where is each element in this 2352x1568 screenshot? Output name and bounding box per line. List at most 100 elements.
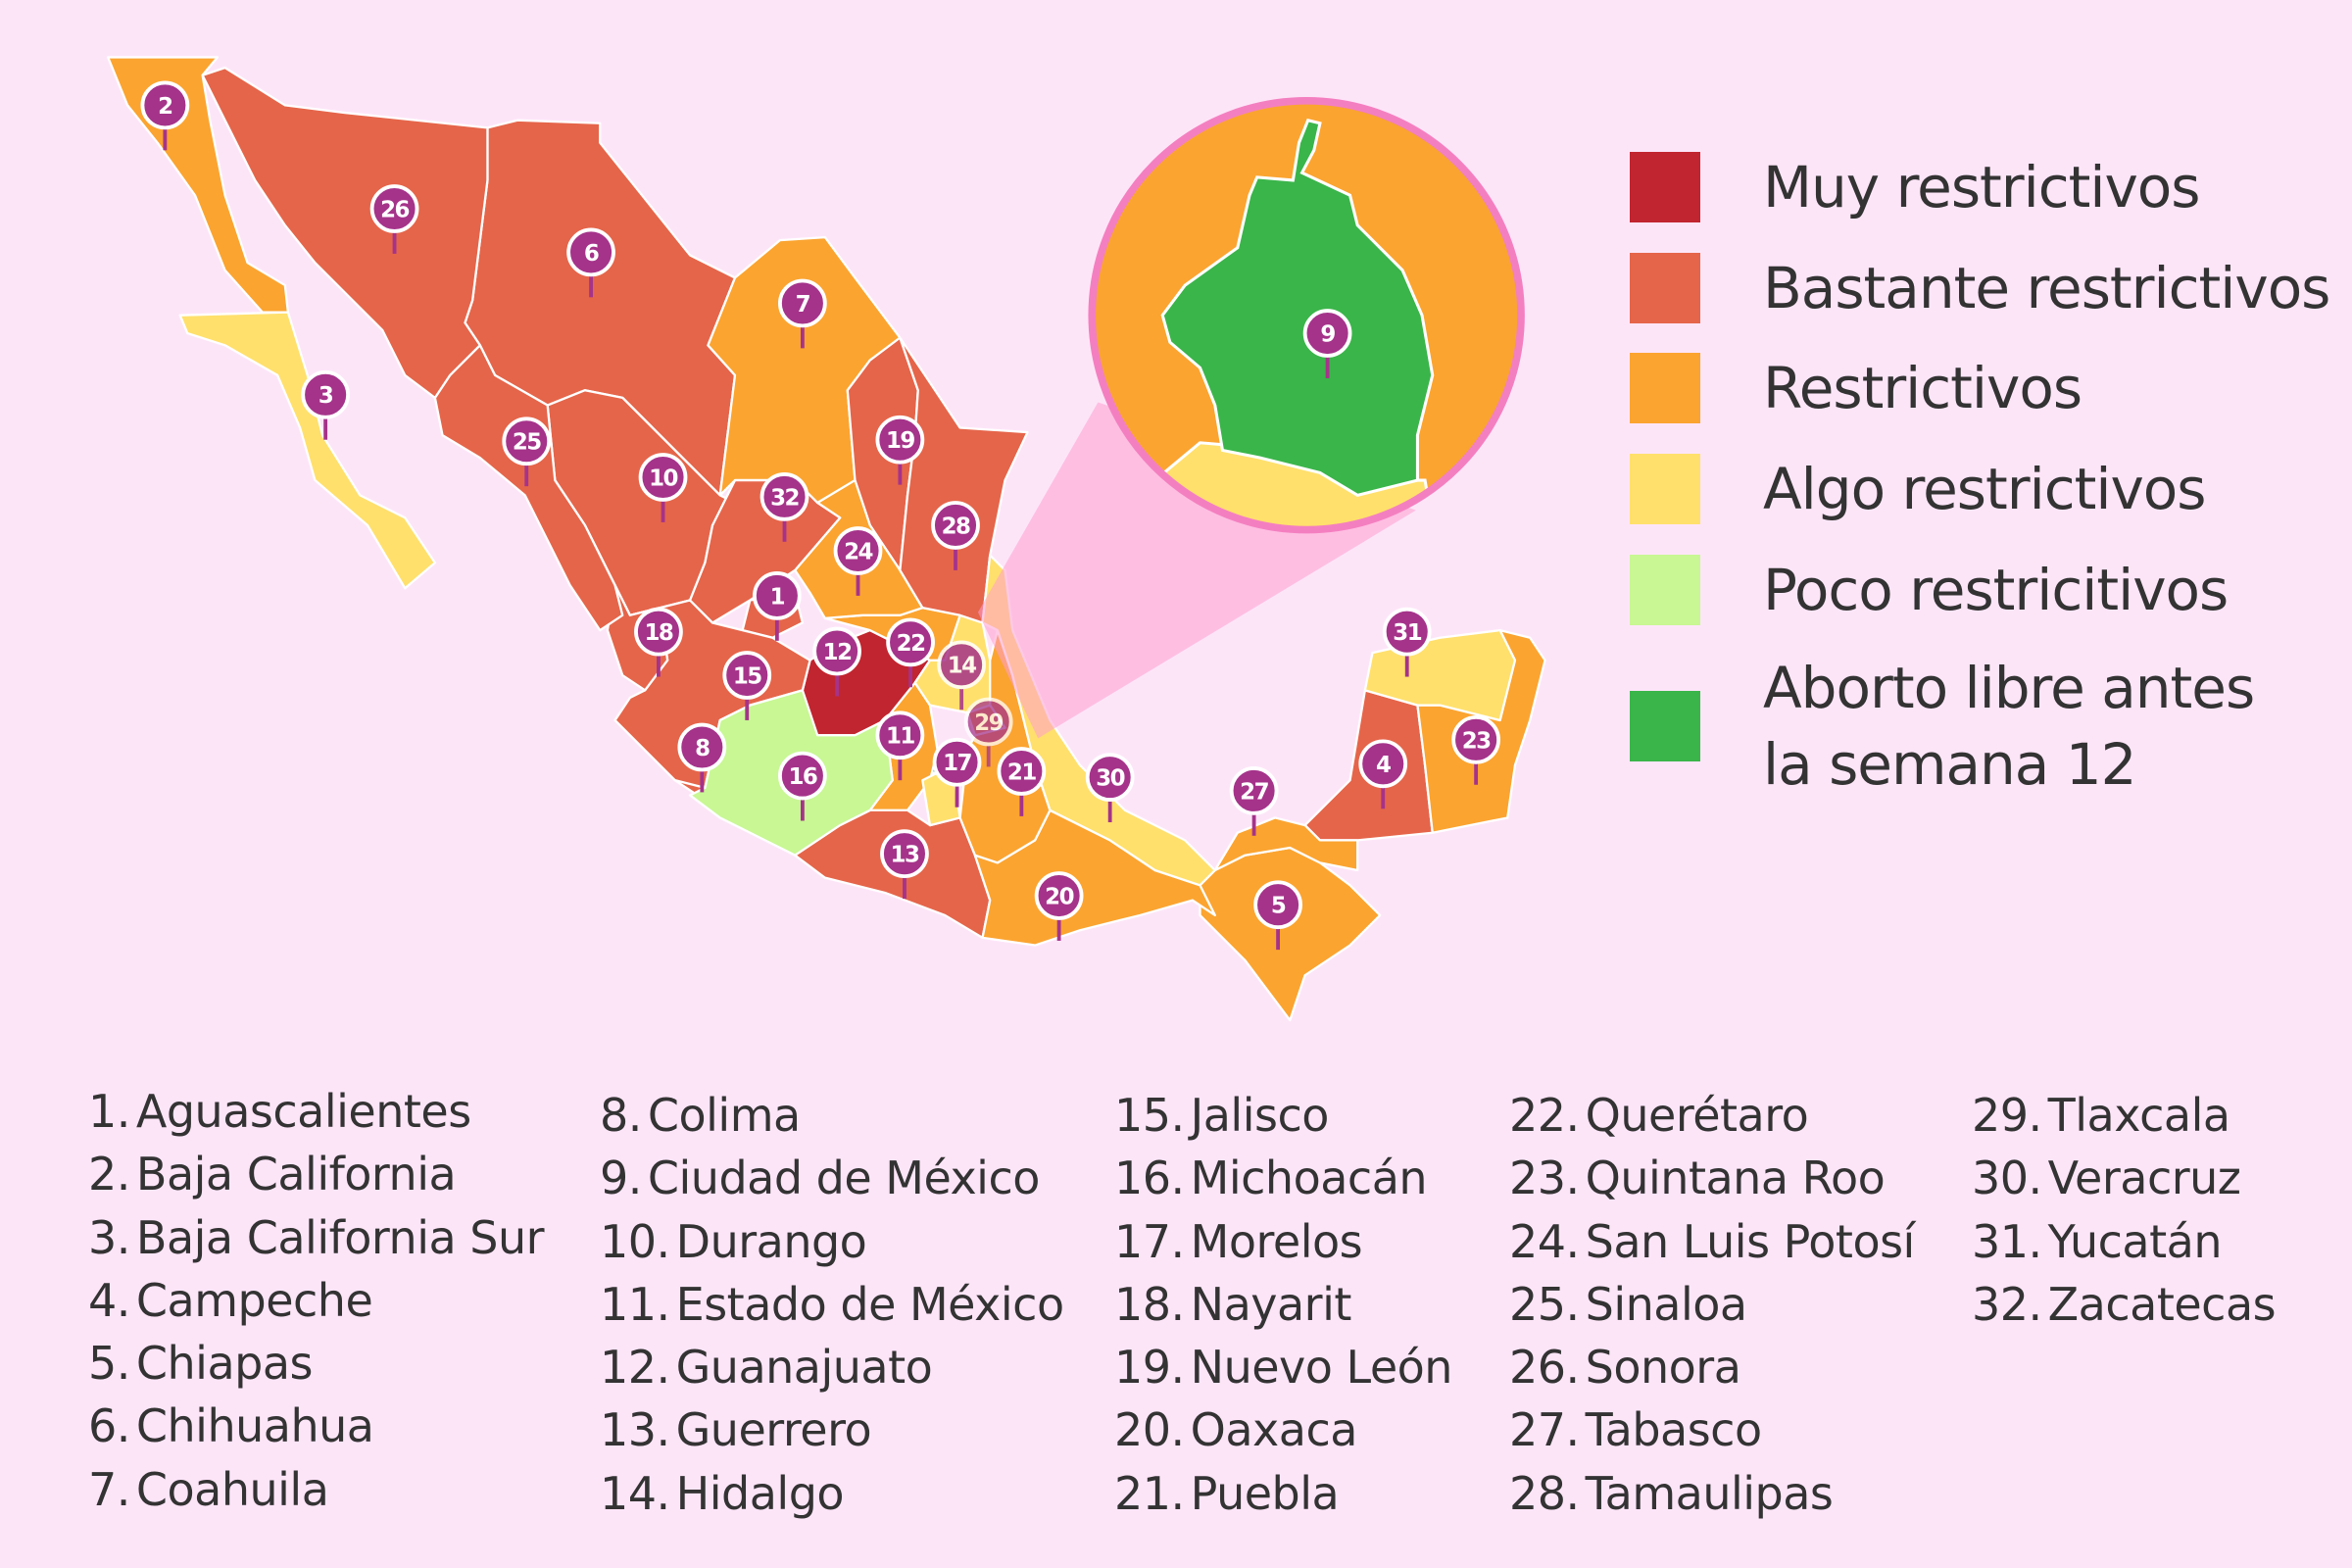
pin-label: 23 <box>1462 728 1491 754</box>
state-name: Guanajuato <box>675 1341 933 1395</box>
pin-circle <box>937 640 986 690</box>
pin-label: 26 <box>380 197 409 222</box>
pin-circle <box>963 697 1013 747</box>
pin-label: 24 <box>844 539 872 564</box>
state-number: 8. <box>600 1089 642 1142</box>
state-name: Sinaloa <box>1585 1277 1747 1331</box>
state-list-item: 29. Tlaxcala <box>1972 1084 2276 1147</box>
state-name: Tamaulipas <box>1585 1466 1834 1520</box>
pin-20: 20 <box>1034 871 1084 941</box>
state-list-item: 9. Ciudad de México <box>600 1147 1064 1209</box>
pin-label: 5 <box>1271 894 1286 919</box>
state-number: 5. <box>88 1337 130 1391</box>
pin-circle <box>875 415 925 465</box>
state-number: 14. <box>600 1466 670 1520</box>
state-name: Veracruz <box>2047 1152 2241 1205</box>
state-list-item: 5. Chiapas <box>88 1332 544 1395</box>
state-zacatecas <box>688 478 842 624</box>
state-number: 3. <box>88 1210 130 1264</box>
state-chiapas <box>1199 846 1382 1022</box>
pin-label: 25 <box>513 430 541 456</box>
pin-circle <box>566 227 615 277</box>
state-list-item: 17. Morelos <box>1114 1210 1452 1273</box>
state-number: 13. <box>600 1403 670 1457</box>
state-number: 17. <box>1114 1214 1185 1268</box>
state-name: Nayarit <box>1190 1277 1352 1331</box>
pin-11: 11 <box>875 710 925 781</box>
state-name: Baja California <box>135 1148 457 1201</box>
state-number: 1. <box>88 1085 130 1138</box>
pin-circle <box>502 416 552 466</box>
state-list-item: 10. Durango <box>600 1210 1064 1273</box>
pin-circle <box>875 710 925 760</box>
legend-label: Poco restricitivos <box>1763 557 2229 623</box>
state-list-item: 23. Quintana Roo <box>1509 1147 1915 1209</box>
state-number: 26. <box>1509 1341 1580 1395</box>
pin-label: 2 <box>158 94 172 120</box>
inset-cdmx <box>1160 118 1435 497</box>
legend-swatch <box>1630 691 1700 761</box>
state-tabasco <box>1213 816 1359 872</box>
state-name: Chiapas <box>135 1337 314 1391</box>
state-number: 22. <box>1509 1089 1580 1142</box>
pin-circle <box>932 737 982 787</box>
pin-circle <box>140 80 190 130</box>
pin-label: 30 <box>1096 766 1124 792</box>
state-name: Michoacán <box>1190 1152 1428 1205</box>
pin-circle <box>997 747 1047 796</box>
pin-label: 19 <box>886 428 914 454</box>
pin-circle <box>760 472 809 521</box>
pin-circle <box>1229 766 1279 815</box>
state-number: 23. <box>1509 1152 1580 1205</box>
state-list-item: 30. Veracruz <box>1972 1147 2276 1209</box>
pin-circle <box>638 453 688 502</box>
state-list-item: 8. Colima <box>600 1084 1064 1147</box>
state-number: 11. <box>600 1277 670 1331</box>
pin-circle <box>752 571 802 620</box>
pin-8: 8 <box>677 722 727 793</box>
pin-10: 10 <box>638 453 688 522</box>
pin-circle <box>1085 753 1135 802</box>
pin-12: 12 <box>812 626 861 697</box>
state-number: 4. <box>88 1273 130 1327</box>
state-list-item: 22. Querétaro <box>1509 1084 1915 1147</box>
state-number: 20. <box>1114 1403 1185 1457</box>
pin-label: 3 <box>318 383 333 409</box>
pin-circle <box>778 751 827 801</box>
state-list-item: 25. Sinaloa <box>1509 1273 1915 1336</box>
state-name: Baja California Sur <box>135 1210 545 1264</box>
state-number: 16. <box>1114 1152 1185 1205</box>
state-list-column: 1. Aguascalientes 2. Baja California 3. Baja … <box>88 1080 545 1521</box>
pin-28: 28 <box>931 501 980 570</box>
state-name: San Luis Potosí <box>1585 1214 1916 1268</box>
state-number: 25. <box>1509 1277 1580 1331</box>
state-name: Oaxaca <box>1190 1403 1358 1457</box>
pin-circle <box>722 651 772 700</box>
pin-circle <box>369 184 419 233</box>
pin-label: 21 <box>1007 760 1036 785</box>
legend-label: Restrictivos <box>1763 355 2082 421</box>
pin-label: 28 <box>942 514 970 539</box>
pin-26: 26 <box>369 184 419 254</box>
pin-circle <box>833 526 883 575</box>
state-list-item: 3. Baja California Sur <box>88 1206 545 1269</box>
state-number: 7. <box>88 1462 130 1516</box>
pin-circle <box>301 369 351 419</box>
pin-14: 14 <box>937 640 986 710</box>
state-name: Jalisco <box>1190 1089 1330 1142</box>
state-name: Campeche <box>135 1273 373 1327</box>
legend-item-libre: Aborto libre antes la semana 12 <box>1630 650 2255 803</box>
state-number: 6. <box>88 1399 130 1453</box>
pin-label: 9 <box>1320 321 1335 347</box>
state-number: 10. <box>600 1214 670 1268</box>
state-list-item: 14. Hidalgo <box>600 1462 1064 1525</box>
pin-23: 23 <box>1451 714 1500 785</box>
pin-label: 6 <box>584 241 599 267</box>
state-list-item: 32. Zacatecas <box>1972 1273 2277 1336</box>
state-list-item: 6. Chihuahua <box>88 1395 544 1457</box>
state-number: 31. <box>1972 1214 2042 1268</box>
pin-30: 30 <box>1085 753 1135 823</box>
state-sinaloa <box>433 344 624 632</box>
state-name: Zacatecas <box>2047 1277 2277 1331</box>
state-list-item: 4. Campeche <box>88 1269 544 1332</box>
